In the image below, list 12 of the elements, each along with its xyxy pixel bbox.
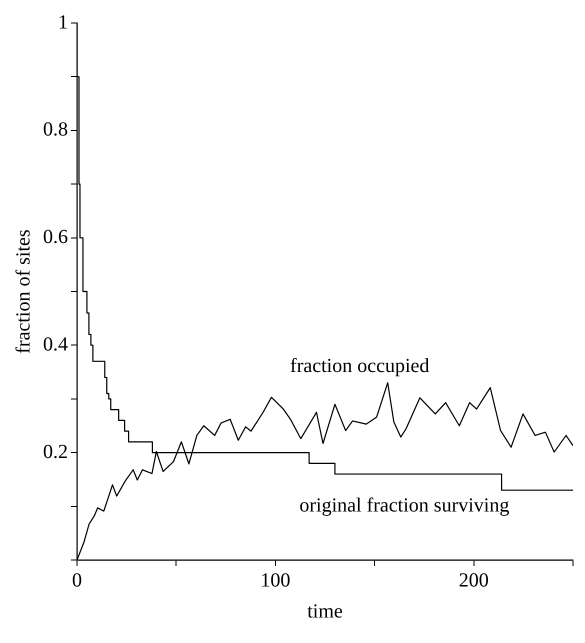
y-tick-label: 0.4	[43, 333, 68, 356]
series-label: original fraction surviving	[299, 494, 510, 517]
y-tick-label: 1	[58, 11, 68, 34]
series-label: fraction occupied	[290, 354, 430, 377]
x-axis-title: time	[307, 600, 343, 622]
y-axis-title: fraction of sites	[12, 229, 34, 354]
y-tick-label: 0.8	[43, 118, 68, 141]
y-tick-label: 0.6	[43, 226, 68, 248]
x-tick-label: 200	[458, 569, 489, 592]
x-tick-label: 0	[72, 569, 82, 592]
x-tick-label: 100	[260, 569, 290, 592]
y-tick-label: 0.2	[43, 440, 68, 463]
